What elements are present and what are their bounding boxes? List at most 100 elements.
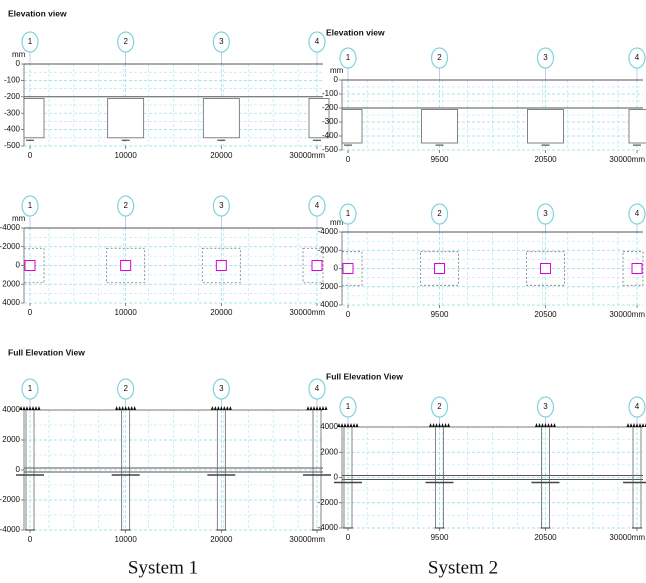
drop-panel bbox=[23, 98, 45, 139]
restraint bbox=[432, 423, 436, 427]
unit-label: mm bbox=[330, 66, 344, 75]
y-tick-label: -500 bbox=[4, 141, 21, 150]
grid-label: 2 bbox=[437, 402, 442, 411]
restraint bbox=[228, 406, 232, 410]
grid-bubble bbox=[308, 31, 326, 53]
restraint bbox=[444, 423, 448, 427]
grid-label: 2 bbox=[437, 53, 442, 62]
restraint bbox=[216, 406, 220, 410]
y-tick-label: -2000 bbox=[318, 245, 339, 254]
restraint bbox=[28, 406, 32, 410]
panel-title: Elevation view bbox=[326, 27, 385, 37]
restraint bbox=[337, 423, 341, 427]
y-tick-label: -300 bbox=[4, 108, 21, 117]
column bbox=[434, 263, 446, 274]
y-tick-label: 4000 bbox=[2, 405, 20, 414]
column-zone bbox=[23, 247, 45, 284]
restraint bbox=[31, 406, 35, 410]
restraint bbox=[222, 406, 226, 410]
drop-panel bbox=[202, 98, 240, 139]
restraint bbox=[429, 423, 433, 427]
grid-bubble bbox=[339, 203, 357, 225]
column bbox=[539, 263, 551, 274]
grid-bubble bbox=[308, 195, 326, 217]
x-tick-label: 0 bbox=[346, 533, 351, 542]
column-zone bbox=[302, 247, 324, 284]
y-tick-label: -2000 bbox=[318, 498, 339, 507]
x-tick-label: 20000 bbox=[210, 535, 233, 544]
y-tick-label: 4000 bbox=[2, 298, 20, 307]
grid-label: 3 bbox=[219, 37, 224, 46]
x-tick-label: 20500 bbox=[534, 155, 557, 164]
restraint bbox=[534, 423, 538, 427]
grid-bubble bbox=[21, 31, 39, 53]
y-tick-label: 2000 bbox=[320, 282, 338, 291]
unit-label: mm bbox=[12, 214, 26, 223]
grid-label: 4 bbox=[635, 209, 640, 218]
column bbox=[215, 260, 227, 271]
restraint bbox=[537, 423, 541, 427]
restraint bbox=[552, 423, 556, 427]
restraint bbox=[124, 406, 128, 410]
x-tick-label: 30000mm bbox=[289, 535, 325, 544]
restraint bbox=[435, 423, 439, 427]
restraint bbox=[540, 423, 544, 427]
column bbox=[24, 260, 36, 271]
grid-label: 3 bbox=[219, 384, 224, 393]
grid-bubble bbox=[117, 195, 135, 217]
x-tick-label: 0 bbox=[28, 535, 33, 544]
y-tick-label: -200 bbox=[322, 103, 339, 112]
grid-bubble bbox=[536, 47, 555, 69]
restraint bbox=[321, 406, 325, 410]
drop-panel bbox=[341, 109, 363, 144]
unit-label: mm bbox=[12, 50, 26, 59]
grid-label: 4 bbox=[635, 402, 640, 411]
grid-bubble bbox=[628, 47, 646, 69]
column bbox=[311, 260, 323, 271]
restraint bbox=[22, 406, 26, 410]
grid-label: 1 bbox=[346, 402, 351, 411]
y-tick-label: -500 bbox=[322, 145, 339, 154]
grid-label: 2 bbox=[123, 201, 128, 210]
restraint bbox=[121, 406, 125, 410]
x-tick-label: 20000 bbox=[210, 308, 233, 317]
grid-bubble bbox=[536, 396, 555, 418]
y-tick-label: -2000 bbox=[0, 495, 21, 504]
x-tick-label: 10000 bbox=[115, 308, 138, 317]
x-tick-label: 0 bbox=[346, 155, 351, 164]
restraint bbox=[543, 423, 547, 427]
restraint bbox=[312, 406, 316, 410]
grid-bubble bbox=[117, 378, 135, 400]
grid-label: 3 bbox=[543, 402, 548, 411]
x-tick-label: 0 bbox=[346, 310, 351, 319]
restraint bbox=[37, 406, 41, 410]
grid-bubble bbox=[628, 396, 646, 418]
restraint bbox=[318, 406, 322, 410]
restraint bbox=[130, 406, 134, 410]
drop-panel bbox=[527, 109, 564, 144]
x-tick-label: 30000mm bbox=[609, 155, 645, 164]
grid-bubble bbox=[212, 378, 230, 400]
grid-label: 2 bbox=[123, 384, 128, 393]
column bbox=[342, 263, 354, 274]
grid-label: 3 bbox=[543, 209, 548, 218]
restraint bbox=[641, 423, 645, 427]
restraint bbox=[638, 423, 642, 427]
restraint bbox=[19, 406, 23, 410]
grid-label: 1 bbox=[28, 201, 33, 210]
grid-label: 1 bbox=[346, 53, 351, 62]
grid-bubble bbox=[212, 31, 230, 53]
panel-title: Full Elevation View bbox=[8, 347, 85, 357]
y-tick-label: -400 bbox=[4, 125, 21, 134]
grid-bubble bbox=[212, 195, 230, 217]
grid-label: 4 bbox=[315, 384, 320, 393]
y-tick-label: -100 bbox=[322, 89, 339, 98]
x-tick-label: 0 bbox=[28, 308, 33, 317]
restraint bbox=[346, 423, 350, 427]
grid-bubble bbox=[21, 378, 39, 400]
restraint bbox=[447, 423, 451, 427]
x-tick-label: 30000mm bbox=[289, 308, 325, 317]
restraint bbox=[127, 406, 131, 410]
restraint bbox=[324, 406, 328, 410]
